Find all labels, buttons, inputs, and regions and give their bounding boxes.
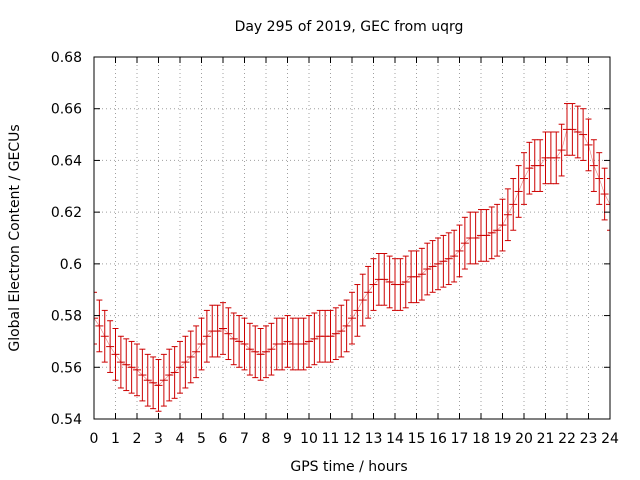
x-tick-label: 4 <box>176 431 185 447</box>
x-tick-label: 22 <box>558 431 576 447</box>
x-tick-label: 15 <box>408 431 426 447</box>
series-gec <box>93 103 611 412</box>
x-tick-label: 20 <box>515 431 533 447</box>
x-tick-label: 21 <box>537 431 555 447</box>
y-tick-label: 0.66 <box>51 102 82 118</box>
y-tick-label: 0.62 <box>51 205 82 221</box>
series-line <box>93 129 611 386</box>
x-tick-label: 16 <box>429 431 447 447</box>
y-tick-label: 0.58 <box>51 309 82 325</box>
tick-labels: 0 1 2 3 4 5 6 7 8 9 10 11 12 13 14 15 16 17 18 19 20 21 22 23 24… <box>51 50 619 447</box>
y-axis-label: Global Electron Content / GECUs <box>7 124 23 351</box>
x-tick-label: 18 <box>472 431 490 447</box>
y-tick-label: 0.56 <box>51 360 82 376</box>
y-tick-label: 0.68 <box>51 50 82 66</box>
x-axis-label: GPS time / hours <box>290 459 407 475</box>
x-tick-label: 2 <box>133 431 142 447</box>
x-tick-label: 0 <box>90 431 99 447</box>
x-tick-label: 9 <box>283 431 292 447</box>
x-tick-label: 13 <box>365 431 383 447</box>
y-tick-label: 0.54 <box>51 412 82 428</box>
x-tick-label: 23 <box>580 431 598 447</box>
y-tick-label: 0.64 <box>51 153 82 169</box>
x-tick-label: 11 <box>322 431 340 447</box>
x-tick-label: 19 <box>494 431 512 447</box>
x-tick-label: 5 <box>197 431 206 447</box>
x-tick-label: 10 <box>300 431 318 447</box>
x-tick-label: 24 <box>601 431 619 447</box>
axis-ticks <box>93 56 611 420</box>
x-tick-label: 7 <box>240 431 249 447</box>
x-tick-label: 12 <box>343 431 361 447</box>
x-tick-label: 8 <box>262 431 271 447</box>
x-tick-label: 3 <box>154 431 163 447</box>
chart-title: Day 295 of 2019, GEC from uqrg <box>235 19 464 35</box>
x-tick-label: 17 <box>451 431 469 447</box>
x-tick-label: 6 <box>219 431 228 447</box>
x-tick-label: 1 <box>111 431 120 447</box>
y-tick-label: 0.6 <box>60 257 82 273</box>
x-tick-label: 14 <box>386 431 404 447</box>
